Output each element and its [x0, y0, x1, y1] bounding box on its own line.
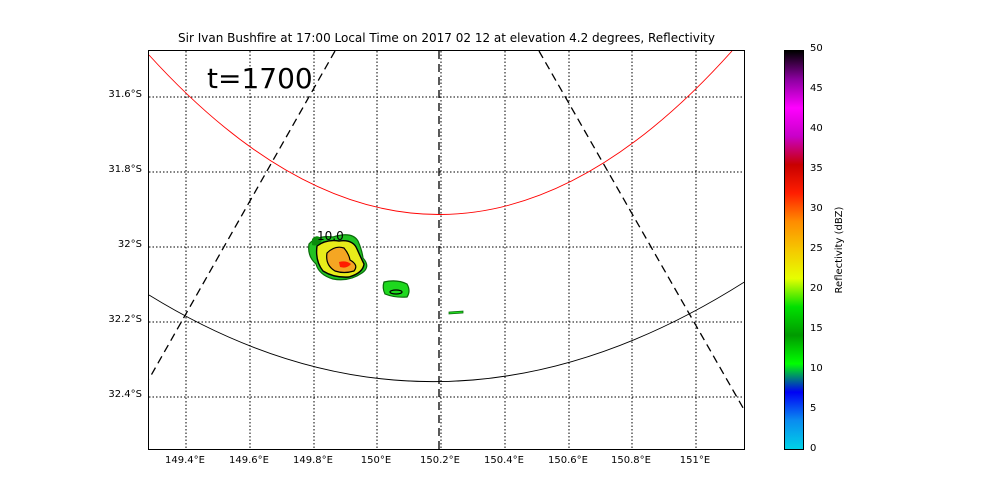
radar-map-svg: 10.0: [149, 51, 745, 450]
cbar-tick-50: 50: [810, 43, 823, 54]
cbar-tick-15: 15: [810, 323, 823, 334]
x-tick-150-0: 150°E: [346, 455, 406, 466]
colorbar-label: Reflectivity (dBZ): [834, 207, 845, 294]
range-ring-outer: [149, 281, 745, 382]
x-tick-151-0: 151°E: [665, 455, 725, 466]
time-overlay: t=1700: [207, 62, 313, 95]
grid-lines: [149, 51, 745, 450]
cbar-tick-10: 10: [810, 363, 823, 374]
radar-map-plot: 10.0: [148, 50, 745, 450]
cbar-tick-45: 45: [810, 83, 823, 94]
y-tick-31-6: 31.6°S: [82, 89, 142, 100]
chart-title: Sir Ivan Bushfire at 17:00 Local Time on…: [148, 31, 745, 45]
radial-line-east: [539, 51, 745, 413]
x-tick-149-4: 149.4°E: [155, 455, 215, 466]
radial-lines: [149, 51, 745, 450]
cbar-tick-0: 0: [810, 443, 816, 454]
cbar-tick-25: 25: [810, 243, 823, 254]
cbar-tick-35: 35: [810, 163, 823, 174]
radial-line-west: [149, 51, 335, 379]
cbar-tick-30: 30: [810, 203, 823, 214]
y-tick-32-4: 32.4°S: [82, 389, 142, 400]
cbar-tick-20: 20: [810, 283, 823, 294]
reflectivity-echo-small: [383, 281, 463, 314]
y-tick-32-0: 32°S: [82, 239, 142, 250]
x-tick-150-4: 150.4°E: [474, 455, 534, 466]
x-tick-149-6: 149.6°E: [219, 455, 279, 466]
reflectivity-colorbar: [784, 50, 804, 450]
x-tick-150-6: 150.6°E: [538, 455, 598, 466]
cbar-tick-40: 40: [810, 123, 823, 134]
echo-tiny-streak: [449, 311, 463, 314]
echo-small-east: [383, 281, 409, 297]
contour-label: 10.0: [317, 229, 344, 243]
y-tick-32-2: 32.2°S: [82, 314, 142, 325]
x-tick-150-8: 150.8°E: [601, 455, 661, 466]
x-tick-149-8: 149.8°E: [283, 455, 343, 466]
x-tick-150-2: 150.2°E: [410, 455, 470, 466]
reflectivity-echo-main: 10.0: [309, 229, 367, 280]
cbar-tick-5: 5: [810, 403, 816, 414]
y-tick-31-8: 31.8°S: [82, 164, 142, 175]
